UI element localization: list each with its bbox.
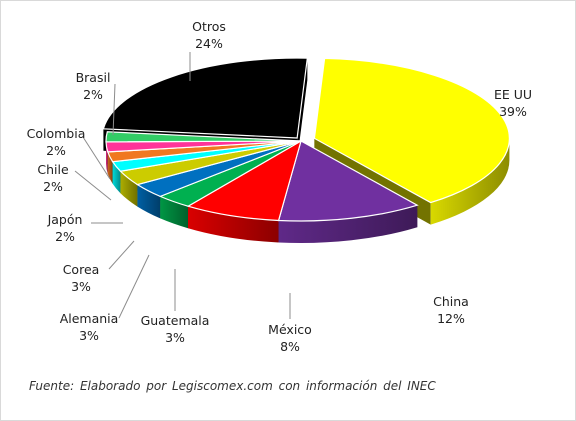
pct-ee-uu: 39% [499, 104, 527, 119]
pct-china: 12% [437, 311, 465, 326]
pct-japón: 2% [55, 229, 75, 244]
label-guatemala: Guatemala [141, 313, 210, 328]
pct-méxico: 8% [280, 339, 300, 354]
pct-guatemala: 3% [165, 330, 185, 345]
pct-corea: 3% [71, 279, 91, 294]
label-colombia: Colombia [27, 126, 86, 141]
pct-brasil: 2% [83, 87, 103, 102]
label-otros: Otros [192, 19, 226, 34]
leader-line-brasil [112, 83, 116, 136]
label-brasil: Brasil [76, 70, 111, 85]
label-china: China [433, 294, 469, 309]
pct-chile: 2% [43, 179, 63, 194]
leader-line-chile [74, 170, 112, 201]
source-note: Fuente: Elaborado por Legiscomex.com con… [29, 379, 436, 393]
slice-ee-uu [313, 57, 510, 204]
label-ee-uu: EE UU [494, 87, 532, 102]
slice-méxico [186, 139, 302, 222]
label-alemania: Alemania [60, 311, 119, 326]
leader-line-colombia [82, 136, 111, 180]
pct-alemania: 3% [79, 328, 99, 343]
slice-china [277, 140, 419, 222]
slice-otros [102, 57, 309, 139]
label-méxico: México [268, 322, 312, 337]
pie-chart: EE UU 39% China 12% México 8% Guatemala 3% Alema… [27, 19, 532, 354]
slice-brasil [105, 131, 302, 143]
pct-otros: 24% [195, 36, 223, 51]
leader-line-corea [108, 240, 135, 270]
leader-line-alemania [118, 254, 150, 319]
label-japón: Japón [47, 212, 83, 227]
label-chile: Chile [37, 162, 69, 177]
pct-colombia: 2% [46, 143, 66, 158]
label-corea: Corea [63, 262, 100, 277]
